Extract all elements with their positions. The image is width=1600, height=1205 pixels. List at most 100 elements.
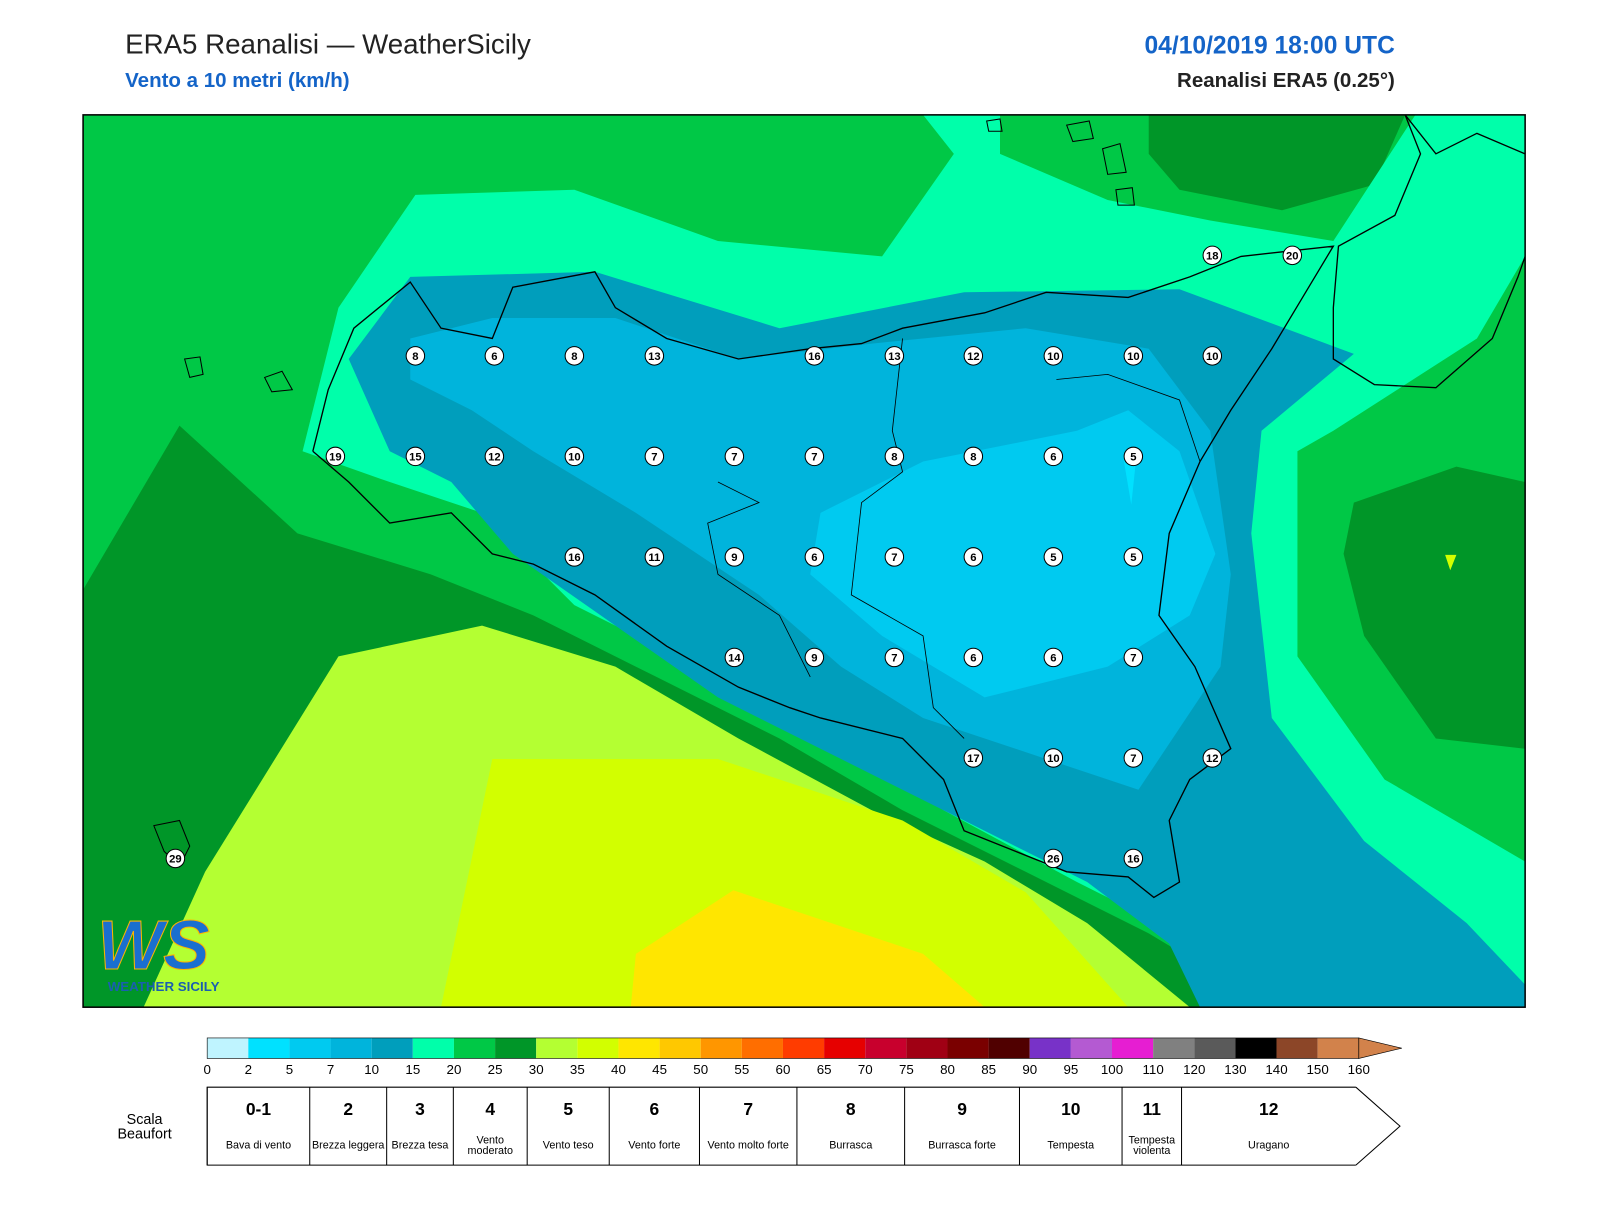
station-marker [1123,647,1144,668]
colorbar-swatch [1070,1037,1112,1059]
island [183,356,204,379]
station-marker [564,547,585,567]
station-marker [1043,547,1064,567]
colorbar-tick-label: 15 [405,1062,420,1077]
colorbar-tick-label: 50 [693,1062,708,1077]
colorbar-arrow [1358,1037,1402,1059]
station-value: 12 [967,351,980,363]
island [1115,187,1135,206]
station-value: 20 [1286,250,1299,262]
field [1123,456,1137,505]
island [263,370,294,393]
colorbar-swatch [1153,1037,1195,1059]
colorbar-tick-label: 20 [447,1062,462,1077]
colorbar-swatch [824,1037,866,1059]
station-marker [1043,647,1064,668]
beaufort-force: 11 [1143,1099,1162,1119]
station-value: 5 [1130,552,1136,564]
station-marker [884,547,905,567]
colorbar-swatch [700,1037,742,1059]
station-marker [1123,346,1144,366]
beaufort-description: Burrasca [829,1139,873,1152]
station-value: 8 [412,351,418,363]
beaufort-arrow [1355,1086,1401,1166]
station-value: 17 [967,753,980,765]
colorbar-tick-label: 7 [327,1062,334,1077]
station-value: 13 [888,351,901,363]
colorbar-swatch [330,1037,372,1059]
colorbar-swatch [371,1037,413,1059]
station-value: 8 [970,452,976,464]
colorbar-swatch [659,1037,701,1059]
station-value: 12 [1206,753,1219,765]
station-value: 6 [491,351,497,363]
station-value: 7 [651,452,657,464]
border [707,481,811,678]
station-marker [963,547,984,567]
station-marker [884,446,905,467]
border [1056,373,1201,462]
beaufort-force: 5 [563,1099,573,1119]
beaufort-description: Vento forte [628,1140,680,1151]
beaufort-description: Vento molto forte [707,1140,788,1151]
colorbar: 0 2 5 7 10 15 20 25 30 35 40 45 50 55 60 65 70 75 80 85 90 95… [203,1037,1402,1077]
colorbar-swatch [782,1037,825,1059]
station-value: 8 [571,351,577,363]
beaufort-description: Brezza tesa [392,1140,449,1151]
station-marker [804,346,825,366]
coastline [1332,114,1526,389]
field [1148,114,1406,211]
colorbar-tick-label: 2 [245,1062,252,1077]
colorbar-tick-label: 80 [940,1062,955,1077]
subtitle: Vento a 10 metri (km/h) [125,69,349,92]
colorbar-swatch [988,1037,1030,1059]
station-marker [165,848,186,869]
station-value: 29 [169,854,182,866]
beaufort-force: 10 [1061,1099,1080,1119]
station-value: 10 [1127,351,1140,363]
station-marker [644,547,665,567]
beaufort-description: Bava di vento [226,1140,291,1151]
beaufort-force: 9 [957,1099,967,1119]
station-value: 6 [970,552,976,564]
station-value: 5 [1050,552,1056,564]
beaufort-description: Tempesta [1047,1140,1094,1151]
colorbar-swatch [412,1037,454,1059]
station-marker [963,748,984,768]
station-marker [325,446,346,467]
island [1065,120,1094,143]
colorbar-frame [206,1037,1360,1059]
station-value: 9 [731,552,737,564]
station-marker [963,446,984,467]
beaufort-name: Tempesta violenta [1128,1134,1176,1157]
station-marker [1123,848,1144,869]
field [1343,466,1526,749]
beaufort-force: 0-1 [246,1099,271,1119]
field [630,890,985,1008]
colorbar-swatch [1112,1037,1154,1059]
station-marker [1043,848,1064,869]
beaufort-frame [206,1086,1356,1166]
beaufort-name: Uragano [1248,1139,1290,1152]
station-marker [1043,346,1064,366]
colorbar-tick-label: 60 [776,1062,791,1077]
station-value: 16 [568,552,581,564]
station-marker [564,446,585,467]
station-value: 18 [1206,250,1219,262]
station-marker [1123,446,1144,467]
beaufort-force: 8 [846,1099,856,1119]
beaufort-name: Burrasca [829,1139,873,1152]
beaufort-name: Vento moderato [467,1134,513,1157]
station-marker [1123,547,1144,567]
colorbar-tick-label: 70 [858,1062,873,1077]
colorbar-tick-label: 90 [1022,1062,1037,1077]
colorbar-swatch [453,1037,496,1059]
colorbar-tick-label: 130 [1224,1062,1246,1077]
beaufort-name: Vento teso [542,1139,594,1152]
logo-mark: WS [97,906,209,984]
beaufort-description: Uragano [1248,1139,1290,1152]
station-value: 10 [1206,351,1219,363]
station-marker [804,647,825,668]
station-value: 7 [731,452,737,464]
